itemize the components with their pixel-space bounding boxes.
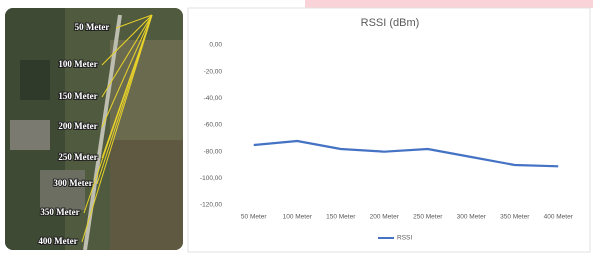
distance-label: 350 Meter xyxy=(40,207,79,217)
x-tick-label: 250 Meter xyxy=(413,214,443,221)
figure: RSSI (dBm) 50 Meter 100 Meter 150 Meter 200… xyxy=(0,0,593,253)
x-tick-label: 150 Meter xyxy=(326,214,356,221)
y-tick-label: -100,00 xyxy=(200,175,222,182)
legend-label: RSSI xyxy=(397,235,412,242)
distance-label: 100 Meter xyxy=(58,59,97,69)
y-tick-label: -120,00 xyxy=(200,202,222,209)
y-tick-label: -80,00 xyxy=(204,148,223,155)
distance-label: 300 Meter xyxy=(53,178,92,188)
y-tick-label: 0,00 xyxy=(209,42,222,49)
header-strip xyxy=(305,0,593,8)
x-tick-label: 400 Meter xyxy=(544,214,574,221)
distance-label: 150 Meter xyxy=(58,91,97,101)
x-tick-label: 50 Meter xyxy=(241,214,267,221)
distance-label: 50 Meter xyxy=(75,22,110,32)
y-tick-label: -60,00 xyxy=(204,122,223,129)
y-tick-label: -20,00 xyxy=(204,68,223,75)
distance-label: 200 Meter xyxy=(58,121,97,131)
distance-label: 400 Meter xyxy=(38,236,77,246)
x-tick-label: 350 Meter xyxy=(500,214,530,221)
x-tick-label: 200 Meter xyxy=(370,214,400,221)
y-tick-label: -40,00 xyxy=(204,95,223,102)
chart-title: RSSI (dBm) xyxy=(361,17,420,29)
x-tick-label: 100 Meter xyxy=(283,214,313,221)
x-tick-label: 300 Meter xyxy=(457,214,487,221)
distance-label: 250 Meter xyxy=(58,152,97,162)
